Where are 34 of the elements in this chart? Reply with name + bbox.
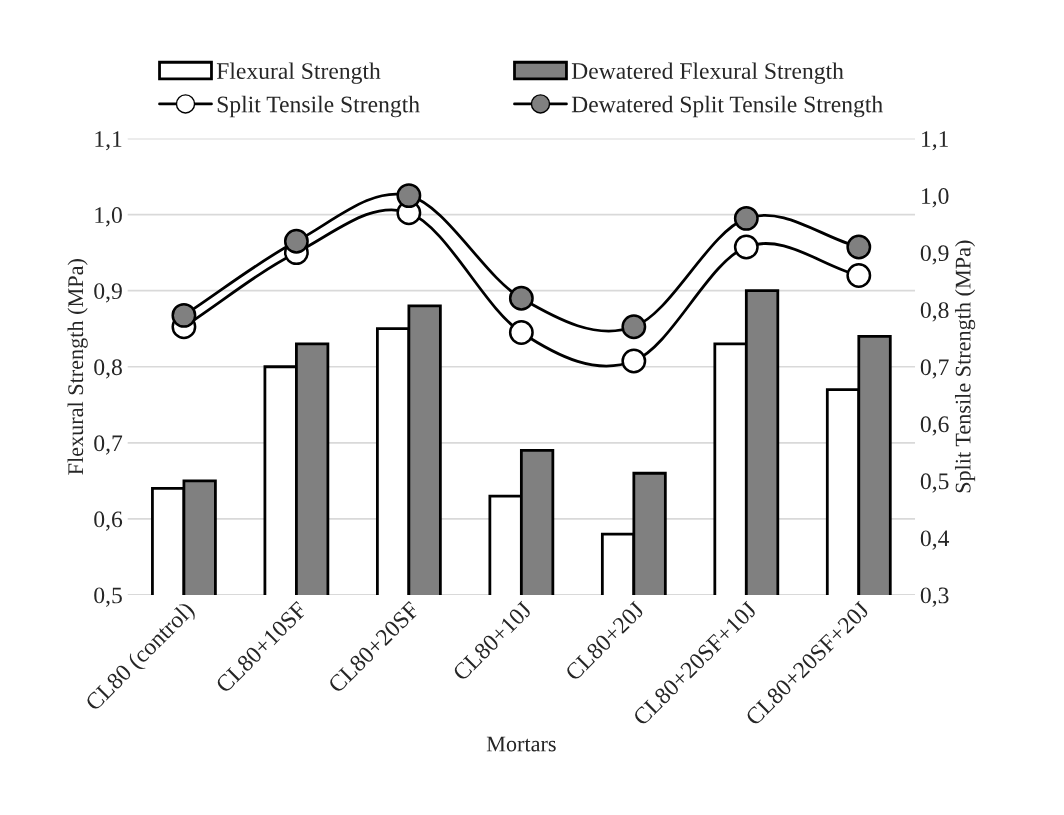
y2-tick-label: 0,4 xyxy=(920,530,950,550)
y2-tick-label: 0,8 xyxy=(920,302,949,322)
y2-tick-label: 0,3 xyxy=(920,587,949,607)
point xyxy=(508,285,534,311)
legend-label: Flexural Strength xyxy=(216,62,381,84)
y2-axis-title: Split Tensile Strength (MPa) xyxy=(954,240,976,493)
legend-label: Dewatered Split Tensile Strength xyxy=(571,95,883,118)
point xyxy=(171,302,197,328)
y-tick-label: 1,0 xyxy=(95,207,122,227)
point xyxy=(283,228,309,254)
point xyxy=(846,234,872,260)
point xyxy=(621,348,647,374)
y-tick-label: 0,7 xyxy=(94,435,123,455)
x-axis-title: Mortars xyxy=(486,736,556,752)
y2-tick-label: 0,9 xyxy=(920,245,949,265)
y-tick-label: 0,6 xyxy=(94,511,123,531)
point xyxy=(396,183,422,209)
y2-tick-label: 0,7 xyxy=(920,359,949,379)
y-tick-label: 1,1 xyxy=(95,131,122,151)
y2-tick-label: 1,0 xyxy=(921,188,949,208)
point xyxy=(733,205,759,231)
y2-tick-label: 0,5 xyxy=(920,473,949,493)
legend-label: Split Tensile Strength xyxy=(217,95,420,118)
point xyxy=(508,320,534,345)
point xyxy=(733,234,759,260)
y2-tick-label: 1,1 xyxy=(921,131,948,151)
y-tick-label: 0,9 xyxy=(94,283,122,303)
y2-tick-label: 0,6 xyxy=(920,416,949,436)
y-tick-label: 0,5 xyxy=(94,587,122,607)
legend-label: Dewatered Flexural Strength xyxy=(571,62,844,84)
point xyxy=(621,314,647,340)
point xyxy=(846,263,872,288)
y-axis-title: Flexural Strength (MPa) xyxy=(67,259,88,475)
y-tick-label: 0,8 xyxy=(94,359,122,379)
